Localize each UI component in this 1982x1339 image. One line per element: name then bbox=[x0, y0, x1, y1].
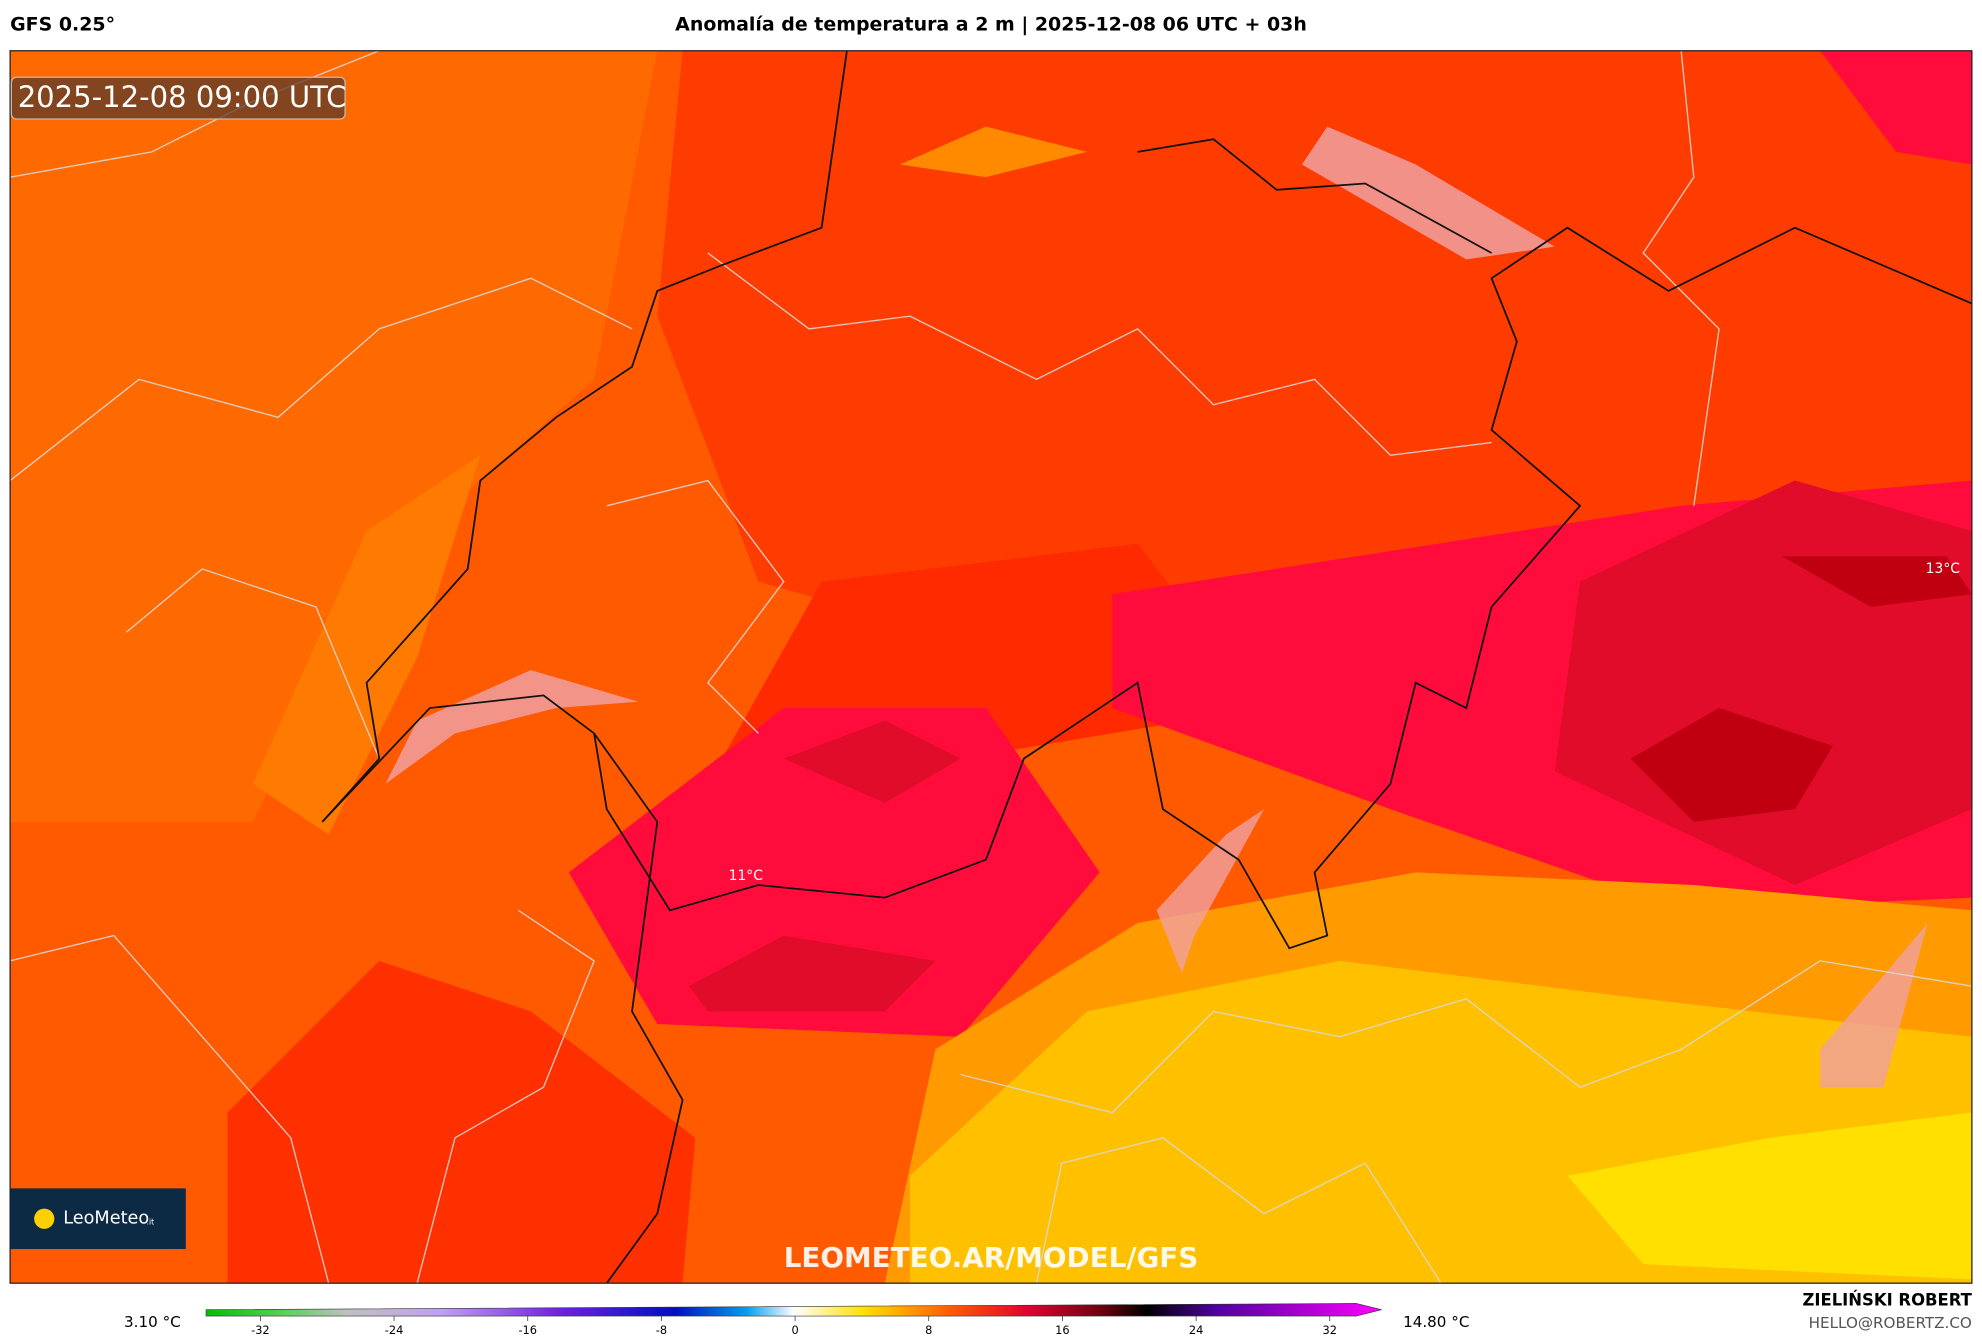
temp-label: 11°C bbox=[729, 868, 763, 884]
colorbar-tick-label: 24 bbox=[1189, 1323, 1203, 1337]
watermark: LEOMETEO.AR/MODEL/GFS bbox=[784, 1241, 1199, 1274]
colorbar-tick-label: -32 bbox=[251, 1323, 270, 1337]
logo-suffix: .it bbox=[147, 1218, 155, 1227]
colorbar-tick-label: 8 bbox=[925, 1323, 932, 1337]
logo-text: LeoMeteo bbox=[63, 1209, 149, 1229]
logo-sun bbox=[34, 1208, 55, 1229]
colorbar-ticks: -32 -24 -16 -8 0 8 16 24 32 bbox=[251, 1316, 1337, 1337]
map bbox=[10, 50, 1972, 1284]
colorbar-min: 3.10 °C bbox=[124, 1313, 181, 1331]
timestamp-box bbox=[10, 76, 346, 120]
colorbar-tick-label: -8 bbox=[656, 1323, 667, 1337]
map-frame bbox=[9, 50, 1973, 1284]
colorbar-tick-label: 0 bbox=[791, 1323, 798, 1337]
colorbar-tick-label: -16 bbox=[518, 1323, 537, 1337]
colorbar-tick-label: 16 bbox=[1055, 1323, 1069, 1337]
colorbar-max: 14.80 °C bbox=[1403, 1313, 1469, 1331]
timestamp: 2025-12-08 09:00 UTC bbox=[18, 80, 347, 114]
colorbar bbox=[205, 1303, 1382, 1317]
author: ZIELIŃSKI ROBERT bbox=[1802, 1290, 1972, 1309]
colorbar-tick-label: 32 bbox=[1323, 1323, 1337, 1337]
model-label: GFS 0.25° bbox=[10, 14, 115, 36]
temp-label: 13°C bbox=[1926, 561, 1960, 577]
colorbar-tick-label: -24 bbox=[385, 1323, 404, 1337]
email: HELLO@ROBERTZ.CO bbox=[1809, 1314, 1972, 1332]
map-title: Anomalía de temperatura a 2 m | 2025-12-… bbox=[675, 14, 1307, 36]
